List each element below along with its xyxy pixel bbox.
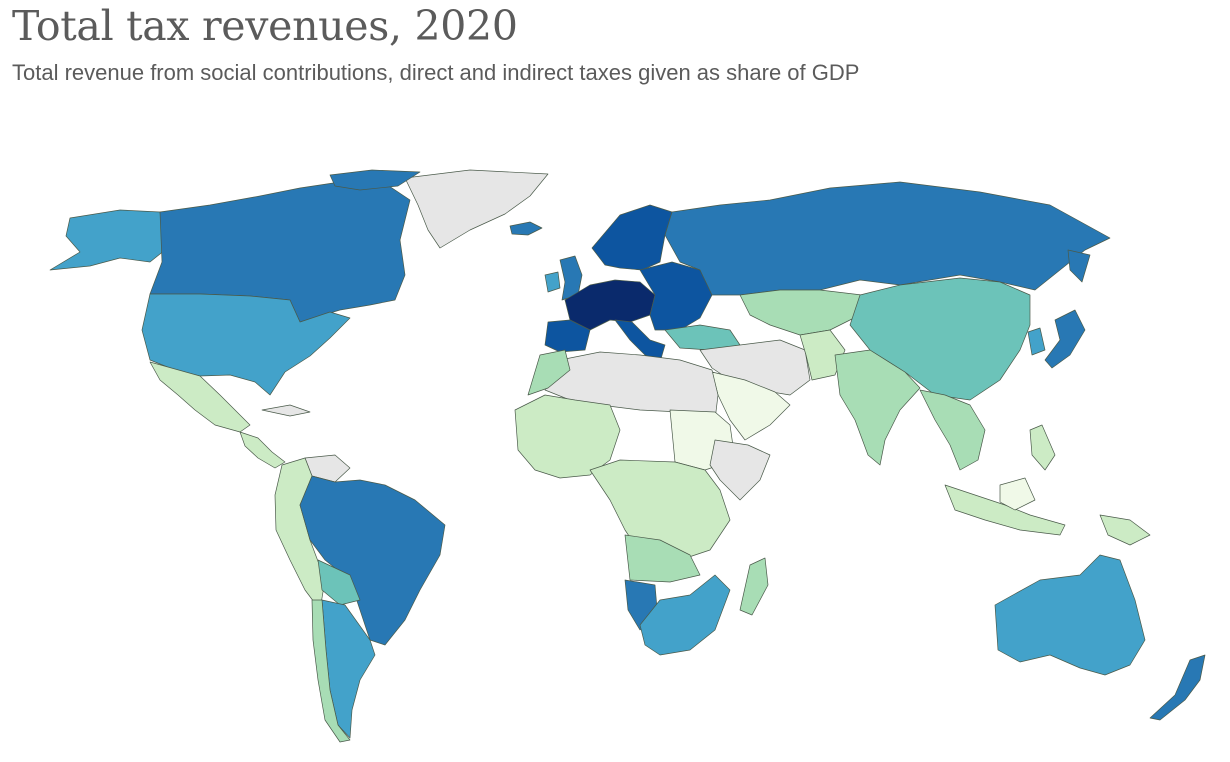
region-central-africa[interactable] xyxy=(589,459,731,561)
region-nordics[interactable] xyxy=(591,204,673,271)
region-alaska[interactable] xyxy=(49,209,166,271)
region-morocco[interactable] xyxy=(527,349,571,396)
region-bolivia[interactable] xyxy=(317,559,361,606)
chart-title: Total tax revenues, 2020 xyxy=(12,2,518,50)
region-horn[interactable] xyxy=(709,439,771,501)
region-china[interactable] xyxy=(849,277,1031,401)
region-southeast-asia[interactable] xyxy=(919,389,986,471)
region-canada-islands[interactable] xyxy=(329,169,421,191)
region-borneo[interactable] xyxy=(999,477,1036,511)
region-chile[interactable] xyxy=(311,599,351,743)
region-australia[interactable] xyxy=(994,554,1146,676)
region-arabia[interactable] xyxy=(711,371,791,441)
region-kamchatka[interactable] xyxy=(1067,249,1091,283)
chart-subtitle: Total revenue from social contributions,… xyxy=(12,60,860,85)
region-andean[interactable] xyxy=(274,457,326,611)
region-greenland[interactable] xyxy=(404,169,549,249)
region-angola[interactable] xyxy=(624,534,701,583)
region-png[interactable] xyxy=(1099,514,1151,546)
region-central-america[interactable] xyxy=(239,431,286,469)
region-madagascar[interactable] xyxy=(739,557,769,616)
region-ireland[interactable] xyxy=(544,271,561,293)
region-korea[interactable] xyxy=(1027,327,1046,356)
region-russia[interactable] xyxy=(664,181,1111,296)
region-central-asia[interactable] xyxy=(739,289,863,336)
region-indonesia[interactable] xyxy=(944,484,1066,536)
region-eastern-europe[interactable] xyxy=(639,261,713,331)
region-iceland[interactable] xyxy=(509,221,543,236)
region-italy-balkans[interactable] xyxy=(614,319,666,363)
region-cuba[interactable] xyxy=(261,404,311,417)
region-philippines[interactable] xyxy=(1029,424,1056,471)
region-iberia[interactable] xyxy=(544,319,591,353)
region-japan[interactable] xyxy=(1044,309,1086,369)
region-brazil[interactable] xyxy=(299,475,446,646)
region-pakistan[interactable] xyxy=(799,329,846,381)
region-west-africa[interactable] xyxy=(514,394,621,479)
region-south-africa[interactable] xyxy=(639,574,731,656)
region-new-zealand[interactable] xyxy=(1149,654,1206,721)
